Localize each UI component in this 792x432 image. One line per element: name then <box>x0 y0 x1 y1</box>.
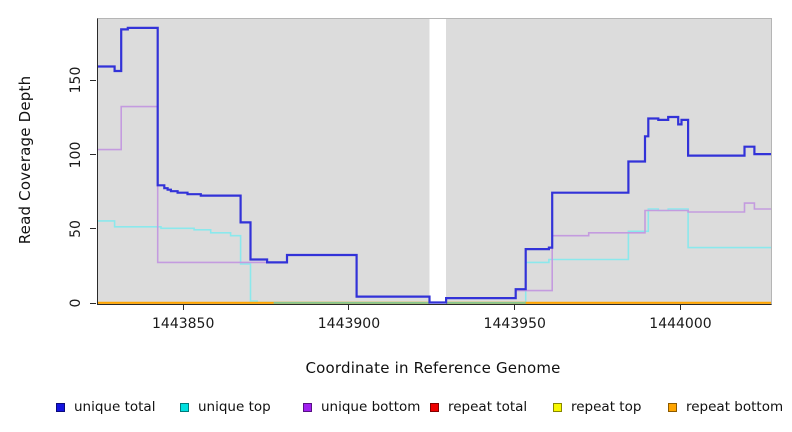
y-axis-title: Read Coverage Depth <box>16 75 34 245</box>
plot-area <box>97 18 772 305</box>
legend-label: repeat bottom <box>686 399 784 415</box>
coverage-gap-band <box>429 19 447 304</box>
x-tick-mark <box>182 304 184 310</box>
legend-item-unique-bottom: unique bottom <box>303 399 420 415</box>
legend-swatch-repeat-top <box>553 402 562 412</box>
legend-label: unique top <box>198 399 271 415</box>
legend-item-unique-top: unique top <box>180 399 271 415</box>
x-tick-label: 1444000 <box>649 316 712 332</box>
legend-item-unique-total: unique total <box>56 399 155 415</box>
legend-swatch-repeat-total <box>430 402 439 412</box>
x-axis-title: Coordinate in Reference Genome <box>305 359 561 377</box>
x-tick-mark <box>679 304 681 310</box>
y-tick-mark <box>90 154 96 156</box>
series-line-unique-total <box>98 26 771 304</box>
chart-canvas <box>98 19 771 304</box>
legend-item-repeat-total: repeat total <box>430 399 527 415</box>
y-tick-mark <box>90 228 96 230</box>
legend-item-repeat-bottom: repeat bottom <box>668 399 783 415</box>
legend-label: unique total <box>74 399 156 415</box>
x-tick-mark <box>348 304 350 310</box>
legend: unique total unique top unique bottom repea… <box>0 399 792 419</box>
x-tick-label: 1443950 <box>483 316 546 332</box>
legend-swatch-unique-total <box>56 402 65 412</box>
y-tick-mark <box>90 79 96 81</box>
legend-label: repeat total <box>448 399 528 415</box>
y-tick-mark <box>90 302 96 304</box>
legend-swatch-unique-top <box>180 402 189 412</box>
legend-swatch-unique-bottom <box>303 402 312 412</box>
legend-item-repeat-top: repeat top <box>553 399 641 415</box>
y-tick-label: 50 <box>68 219 84 238</box>
legend-label: repeat top <box>571 399 642 415</box>
y-tick-label: 0 <box>68 298 84 308</box>
x-tick-label: 1443900 <box>317 316 381 332</box>
legend-label: unique bottom <box>321 399 421 415</box>
y-tick-label: 150 <box>68 66 84 94</box>
x-tick-label: 1443850 <box>152 316 215 332</box>
legend-swatch-repeat-bottom <box>668 402 677 412</box>
x-tick-mark <box>514 304 516 310</box>
y-tick-label: 100 <box>68 141 84 168</box>
